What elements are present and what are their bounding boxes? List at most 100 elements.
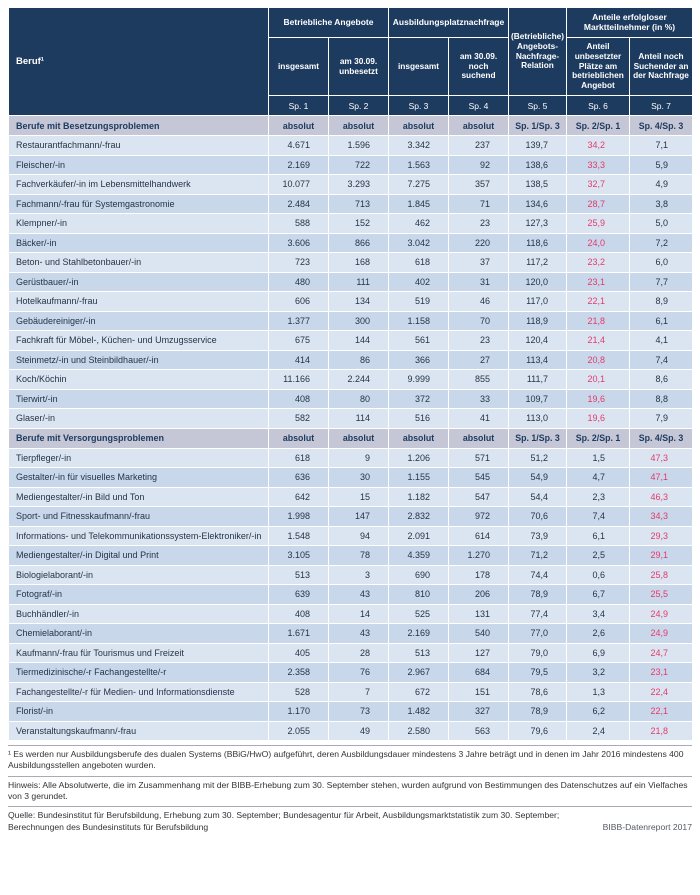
value-cell: 127 xyxy=(448,642,509,663)
header-sub-row: insgesamt am 30.09. unbesetzt insgesamt … xyxy=(9,37,693,96)
beruf-cell: Koch/Köchin xyxy=(8,369,269,390)
value-cell: 1.206 xyxy=(388,447,449,468)
value-cell: 3.042 xyxy=(388,232,449,253)
section-subheader-cell: Sp. 1/Sp. 3 xyxy=(508,115,567,136)
training-market-table: Beruf¹ Betriebliche Angebote Ausbildungs… xyxy=(8,7,693,741)
value-cell: 28,7 xyxy=(566,193,630,214)
footnote-1: ¹ Es werden nur Ausbildungsberufe des du… xyxy=(8,749,684,771)
value-cell: 2.484 xyxy=(268,193,329,214)
value-cell: 3.342 xyxy=(388,135,449,156)
value-cell: 92 xyxy=(448,154,509,175)
value-cell: 1.998 xyxy=(268,506,329,527)
value-cell: 7,7 xyxy=(629,271,693,292)
value-cell: 79,6 xyxy=(508,720,567,741)
table-row: Informations- und Telekommunikationssyst… xyxy=(8,525,693,546)
table-row: Mediengestalter/-in Digital und Print 3.1… xyxy=(8,545,693,566)
sp-label-2: Sp. 2 xyxy=(328,95,389,116)
value-cell: 713 xyxy=(328,193,389,214)
value-cell: 7,2 xyxy=(629,232,693,253)
sp-label-4: Sp. 4 xyxy=(448,95,509,116)
table-row: Hotelkaufmann/-frau 606 134 519 46 117,0 22,1 8… xyxy=(8,291,693,312)
value-cell: 31 xyxy=(448,271,509,292)
beruf-cell: Hotelkaufmann/-frau xyxy=(8,291,269,312)
value-cell: 134,6 xyxy=(508,193,567,214)
value-cell: 8,6 xyxy=(629,369,693,390)
value-cell: 51,2 xyxy=(508,447,567,468)
value-cell: 588 xyxy=(268,213,329,234)
value-cell: 24,9 xyxy=(629,603,693,624)
value-cell: 21,8 xyxy=(566,310,630,331)
report-label: BIBB-Datenreport 2017 xyxy=(602,821,692,832)
value-cell: 22,1 xyxy=(566,291,630,312)
value-cell: 71 xyxy=(448,193,509,214)
table-row: Kaufmann/-frau für Tourismus und Freizei… xyxy=(8,642,693,663)
value-cell: 414 xyxy=(268,349,329,370)
value-cell: 73 xyxy=(328,701,389,722)
table-header: Beruf¹ Betriebliche Angebote Ausbildungs… xyxy=(8,7,693,116)
value-cell: 402 xyxy=(388,271,449,292)
value-cell: 1.671 xyxy=(268,623,329,644)
beruf-cell: Gerüstbauer/-in xyxy=(8,271,269,292)
value-cell: 25,5 xyxy=(629,584,693,605)
value-cell: 23 xyxy=(448,330,509,351)
table-row: Biologielaborant/-in 513 3 690 178 74,4 0,6 25,… xyxy=(8,564,693,585)
value-cell: 23,1 xyxy=(566,271,630,292)
table-row: Fachangestellte/-r für Medien- und Infor… xyxy=(8,681,693,702)
column-header-beruf: Beruf¹ xyxy=(8,7,269,116)
section-subheader-cell: Sp. 2/Sp. 1 xyxy=(566,427,630,449)
value-cell: 144 xyxy=(328,330,389,351)
value-cell: 28 xyxy=(328,642,389,663)
beruf-cell: Informations- und Telekommunikationssyst… xyxy=(8,525,269,546)
table-row: Fachverkäufer/-in im Lebensmittelhandwer… xyxy=(8,174,693,195)
value-cell: 134 xyxy=(328,291,389,312)
value-cell: 23,2 xyxy=(566,252,630,273)
value-cell: 2.169 xyxy=(388,623,449,644)
beruf-cell: Restaurantfachmann/-frau xyxy=(8,135,269,156)
beruf-cell: Fachangestellte/-r für Medien- und Infor… xyxy=(8,681,269,702)
value-cell: 2.580 xyxy=(388,720,449,741)
section-subheader-cell: absolut xyxy=(448,115,509,136)
value-cell: 47,1 xyxy=(629,467,693,488)
value-cell: 2.832 xyxy=(388,506,449,527)
value-cell: 675 xyxy=(268,330,329,351)
value-cell: 563 xyxy=(448,720,509,741)
table-body: Berufe mit Besetzungsproblemen absolut abs… xyxy=(8,115,693,741)
sp-label-6: Sp. 6 xyxy=(566,95,630,116)
footnote-block-1: ¹ Es werden nur Ausbildungsberufe des du… xyxy=(8,745,692,776)
header-sp-row: Sp. 1 Sp. 2 Sp. 3 Sp. 4 Sp. 5 Sp. 6 Sp. … xyxy=(9,95,693,116)
value-cell: 9.999 xyxy=(388,369,449,390)
value-cell: 76 xyxy=(328,662,389,683)
value-cell: 642 xyxy=(268,486,329,507)
value-cell: 366 xyxy=(388,349,449,370)
table-row: Gebäudereiniger/-in 1.377 300 1.158 70 118,9 2… xyxy=(8,310,693,331)
section-subheader-cell: absolut xyxy=(328,427,389,449)
value-cell: 147 xyxy=(328,506,389,527)
value-cell: 540 xyxy=(448,623,509,644)
value-cell: 0,6 xyxy=(566,564,630,585)
column-header-unbesetzt: am 30.09. unbesetzt xyxy=(328,37,389,96)
section-subheader-cell: Sp. 1/Sp. 3 xyxy=(508,427,567,449)
page: Beruf¹ Betriebliche Angebote Ausbildungs… xyxy=(8,7,693,832)
value-cell: 94 xyxy=(328,525,389,546)
value-cell: 618 xyxy=(388,252,449,273)
value-cell: 513 xyxy=(388,642,449,663)
value-cell: 138,5 xyxy=(508,174,567,195)
value-cell: 11.166 xyxy=(268,369,329,390)
value-cell: 3.293 xyxy=(328,174,389,195)
value-cell: 636 xyxy=(268,467,329,488)
value-cell: 118,6 xyxy=(508,232,567,253)
value-cell: 10.077 xyxy=(268,174,329,195)
value-cell: 8,8 xyxy=(629,388,693,409)
beruf-cell: Buchhändler/-in xyxy=(8,603,269,624)
table-row: Fachmann/-frau für Systemgastronomie 2.48… xyxy=(8,193,693,214)
value-cell: 47,3 xyxy=(629,447,693,468)
section-title: Berufe mit Besetzungsproblemen xyxy=(8,115,269,136)
value-cell: 2,6 xyxy=(566,623,630,644)
section-subheader-cell: absolut xyxy=(388,115,449,136)
value-cell: 1,3 xyxy=(566,681,630,702)
value-cell: 49 xyxy=(328,720,389,741)
value-cell: 545 xyxy=(448,467,509,488)
table-row: Beton- und Stahlbetonbauer/-in 723 168 618 3… xyxy=(8,252,693,273)
beruf-cell: Gestalter/-in für visuelles Marketing xyxy=(8,467,269,488)
value-cell: 4,1 xyxy=(629,330,693,351)
